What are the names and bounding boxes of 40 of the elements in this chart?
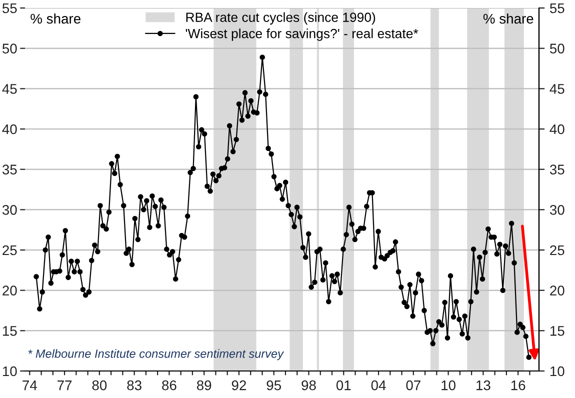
y-tick-label: 10 <box>2 366 17 376</box>
y2-tick-label: 20 <box>550 286 564 296</box>
x-tick-label: 04 <box>371 380 386 390</box>
y-tick-label: 25 <box>2 245 17 256</box>
y-tick-label: 35 <box>2 164 17 175</box>
x-tick-label: 16 <box>511 380 526 390</box>
x-tick-label: 10 <box>442 380 456 390</box>
y-tick-label: 15 <box>2 326 17 336</box>
x-tick-label: 80 <box>92 380 107 390</box>
y-tick-label: 20 <box>2 286 17 296</box>
legend-label: 'Wisest place for savings?' - real estate* <box>186 28 418 41</box>
x-tick-label: 01 <box>336 380 351 390</box>
x-tick-label: 89 <box>196 380 212 390</box>
annotation: * Melbourne Institute consumer sentiment survey <box>28 349 284 360</box>
x-tick-label: 07 <box>406 380 420 390</box>
x-tick-label: 95 <box>266 380 281 390</box>
y2-tick-label: 40 <box>550 124 564 134</box>
x-tick-label: 83 <box>127 380 142 390</box>
y-tick-label: 50 <box>2 44 17 54</box>
y2-tick-label: 55 <box>550 3 564 14</box>
x-tick-label: 77 <box>58 380 72 390</box>
y-tick-label: 30 <box>2 205 17 215</box>
y2-tick-label: 15 <box>550 326 564 336</box>
y-tick-label: 45 <box>2 84 17 94</box>
y2-axis-title: % share <box>483 13 534 24</box>
y2-tick-label: 50 <box>550 44 564 54</box>
y-tick-label: 40 <box>2 124 17 134</box>
y2-tick-label: 35 <box>550 164 564 175</box>
y2-tick-label: 30 <box>550 205 564 215</box>
band-label: RBA rate cut cycles (since 1990) <box>186 12 376 25</box>
y-axis-title: % share <box>30 13 80 24</box>
y2-tick-label: 45 <box>550 84 564 94</box>
y2-tick-label: 25 <box>550 245 564 256</box>
x-tick-label: 74 <box>22 380 37 390</box>
x-tick-label: 13 <box>476 380 490 390</box>
x-tick-label: 92 <box>232 380 246 390</box>
y-tick-label: 55 <box>2 3 17 14</box>
y2-tick-label: 10 <box>550 366 564 376</box>
x-tick-label: 98 <box>302 380 316 390</box>
x-tick-label: 86 <box>162 380 176 390</box>
